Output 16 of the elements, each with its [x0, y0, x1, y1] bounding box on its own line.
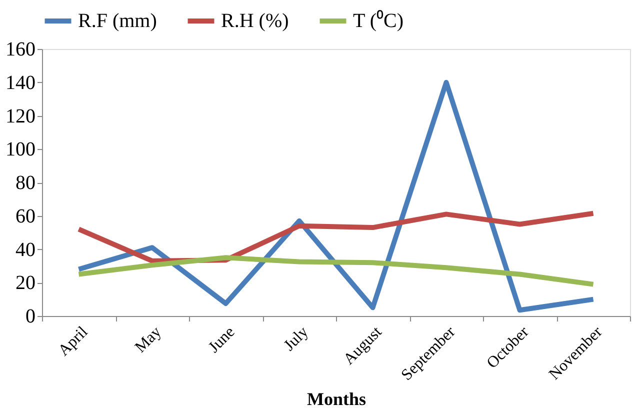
x-tick-label: May — [132, 324, 165, 356]
x-axis-title: Months — [306, 389, 366, 410]
y-tick-label: 20 — [16, 272, 36, 294]
y-tick-label: 80 — [16, 172, 36, 194]
y-tick-label: 120 — [6, 105, 36, 128]
y-tick-label: 40 — [16, 238, 36, 261]
y-tick-label: 0 — [26, 306, 36, 328]
x-tick-label: July — [280, 324, 312, 354]
legend-label: T (⁰C) — [353, 9, 404, 32]
y-tick-label: 60 — [16, 205, 36, 228]
legend-label: R.H (%) — [221, 10, 289, 32]
x-tick-label: June — [206, 324, 238, 356]
y-tick-label: 160 — [6, 38, 36, 60]
y-tick-label: 100 — [6, 138, 36, 161]
legend-label: R.F (mm) — [78, 10, 157, 32]
y-tick-label: 140 — [6, 72, 36, 94]
